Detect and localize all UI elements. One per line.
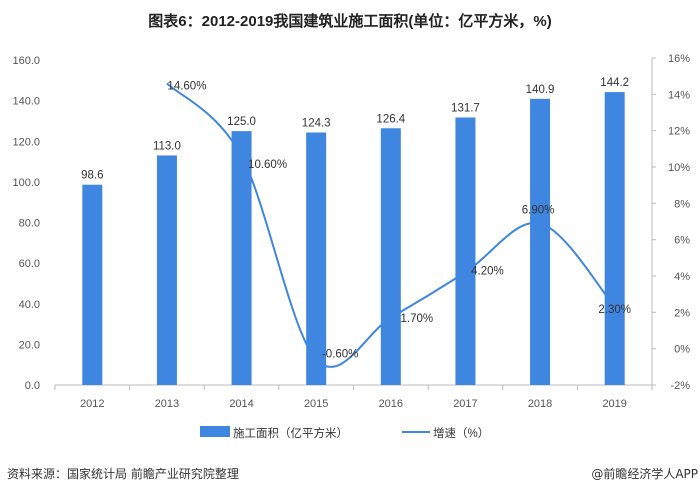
x-tick-label: 2014 (229, 398, 253, 410)
x-tick-label: 2013 (155, 398, 179, 410)
x-tick-label: 2015 (304, 398, 328, 410)
bar-data-label: 113.0 (153, 140, 181, 152)
right-tick-label: 8% (674, 198, 690, 210)
line-data-label: 14.60% (167, 80, 206, 92)
chart: 0.0 20.0 40.0 60.0 80.0 100.0 120.0 140.0 160.0 -… (12, 53, 690, 440)
x-tick-label: 2019 (602, 398, 626, 410)
bar-data-label: 124.3 (302, 118, 331, 130)
bar (604, 92, 625, 385)
bar (306, 132, 327, 385)
left-tick-label: 80.0 (19, 218, 40, 230)
bar (231, 131, 252, 385)
bar (455, 117, 476, 385)
legend-label-line: 增速（%） (433, 426, 489, 440)
right-tick-label: 16% (668, 53, 690, 65)
source-note: 资料来源：国家统计局 前瞻产业研究院整理 (7, 467, 239, 481)
right-tick-label: 14% (668, 89, 690, 101)
bar-data-label: 125.0 (227, 116, 256, 128)
bar (380, 128, 401, 385)
credit: @前瞻经济学人APP (591, 467, 698, 481)
left-tick-label: 60.0 (19, 258, 40, 270)
right-tick-label: 6% (674, 235, 690, 247)
line-data-label: 10.60% (248, 159, 287, 171)
legend-label-bar: 施工面积（亿平方米） (233, 426, 348, 440)
left-tick-label: 160.0 (12, 55, 40, 67)
line-data-label: 2.30% (598, 304, 631, 316)
x-tick-label: 2017 (453, 398, 477, 410)
line-data-label: 1.70% (401, 313, 434, 325)
right-tick-label: 0% (674, 344, 690, 356)
bar-data-label: 98.6 (81, 170, 103, 182)
bar-data-label: 131.7 (451, 102, 480, 114)
chart-title: 图表6：2012-2019我国建筑业施工面积(单位：亿平方米，%) (148, 13, 552, 30)
bar (156, 155, 177, 385)
line-data-label: 4.20% (471, 265, 504, 277)
bar-data-label: 144.2 (600, 77, 629, 89)
x-tick-label: 2018 (528, 398, 552, 410)
growth-line (166, 82, 616, 368)
left-tick-label: 0.0 (25, 380, 40, 392)
left-tick-label: 20.0 (19, 339, 40, 351)
x-tick-label: 2012 (80, 398, 104, 410)
left-tick-label: 40.0 (19, 299, 40, 311)
bar (82, 184, 103, 385)
legend-swatch-bar (200, 426, 230, 437)
right-tick-label: 2% (674, 307, 690, 319)
right-tick-label: 4% (674, 271, 690, 283)
left-tick-label: 100.0 (12, 177, 40, 189)
right-tick-label: 10% (668, 162, 690, 174)
bar-data-label: 140.9 (526, 84, 555, 96)
x-tick-label: 2016 (379, 398, 403, 410)
left-tick-label: 120.0 (12, 136, 40, 148)
line-data-label: 6.90% (522, 204, 555, 216)
right-tick-label: 12% (668, 126, 690, 138)
bar (530, 98, 551, 385)
right-tick-label: -2% (670, 380, 690, 392)
bar-data-label: 126.4 (376, 113, 405, 125)
line-data-label: -0.60% (322, 349, 358, 361)
left-tick-label: 140.0 (12, 96, 40, 108)
